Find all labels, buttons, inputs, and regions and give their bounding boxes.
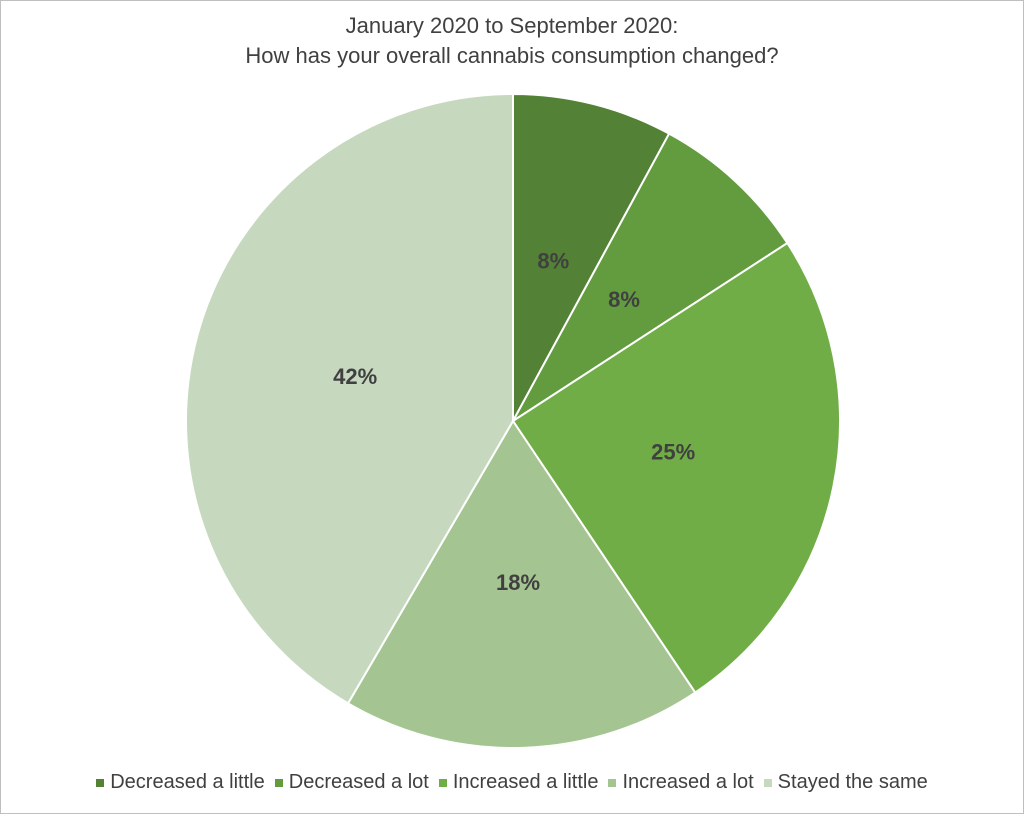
legend-swatch <box>763 778 772 787</box>
data-label: 25% <box>651 440 695 465</box>
legend-swatch <box>274 778 283 787</box>
data-label: 8% <box>608 287 640 312</box>
pie-slice <box>185 92 514 705</box>
legend-item: Decreased a lot <box>274 771 429 794</box>
legend-swatch <box>608 778 617 787</box>
data-label: 42% <box>333 364 377 389</box>
legend-swatch <box>96 778 105 787</box>
legend-label: Decreased a lot <box>288 771 429 793</box>
legend-label: Increased a lot <box>622 771 754 793</box>
pie-slice <box>512 132 789 422</box>
legend: Decreased a little Decreased a lot Increas… <box>1 771 1023 794</box>
legend-label: Increased a little <box>452 771 599 793</box>
pie-slice <box>511 241 841 694</box>
legend-label: Decreased a little <box>110 771 265 793</box>
data-label: 18% <box>496 570 540 595</box>
legend-swatch <box>438 778 447 787</box>
data-label: 8% <box>537 248 569 273</box>
pie-slice <box>512 92 671 422</box>
pie-slice <box>346 419 697 749</box>
legend-label: Stayed the same <box>777 771 928 793</box>
legend-item: Decreased a little <box>96 771 265 794</box>
legend-item: Stayed the same <box>763 771 928 794</box>
legend-item: Increased a lot <box>608 771 754 794</box>
legend-item: Increased a little <box>438 771 599 794</box>
chart-title: How has your overall cannabis consumptio… <box>245 43 778 68</box>
chart-title: January 2020 to September 2020: <box>346 13 679 38</box>
